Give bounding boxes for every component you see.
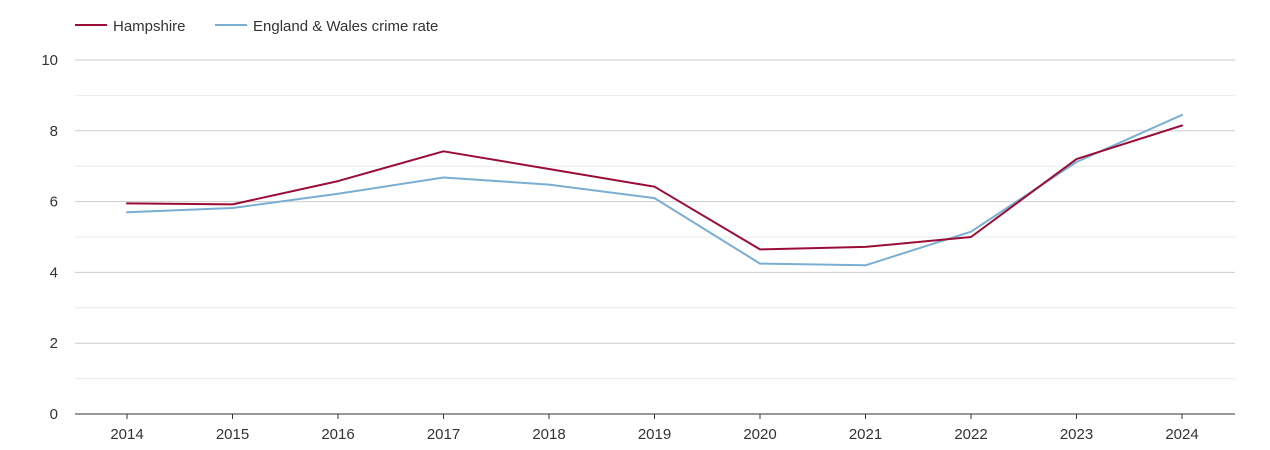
x-tick-label: 2017	[427, 426, 460, 443]
x-tick-label: 2014	[110, 426, 143, 443]
y-tick-label: 8	[50, 123, 58, 140]
x-tick-label: 2023	[1060, 426, 1093, 443]
y-tick-label: 6	[50, 194, 58, 211]
gridlines	[75, 59, 1235, 380]
legend-label-england-wales: England & Wales crime rate	[253, 18, 438, 35]
series-line-england-wales	[126, 113, 1183, 267]
x-tick-label: 2016	[321, 426, 354, 443]
x-tick-label: 2015	[216, 426, 249, 443]
legend-label-hampshire: Hampshire	[113, 18, 186, 35]
x-tick-label: 2018	[532, 426, 565, 443]
y-tick-label: 0	[50, 406, 58, 423]
x-tick-label: 2021	[849, 426, 882, 443]
x-axis: 2014 2015 2016 2017 2018 2019 2020 2021 2022 2023…	[75, 413, 1235, 443]
y-tick-label: 4	[50, 264, 58, 281]
x-tick-label: 2020	[743, 426, 776, 443]
y-axis: 0 2 4 6 8 10	[41, 52, 58, 423]
x-tick-label: 2022	[954, 426, 987, 443]
y-tick-label: 2	[50, 335, 58, 352]
y-tick-label: 10	[41, 52, 58, 69]
series-layer	[126, 113, 1183, 267]
legend: Hampshire England & Wales crime rate	[75, 18, 438, 35]
x-tick-label: 2019	[638, 426, 671, 443]
x-tick-label: 2024	[1165, 426, 1198, 443]
series-line-hampshire	[126, 124, 1183, 251]
